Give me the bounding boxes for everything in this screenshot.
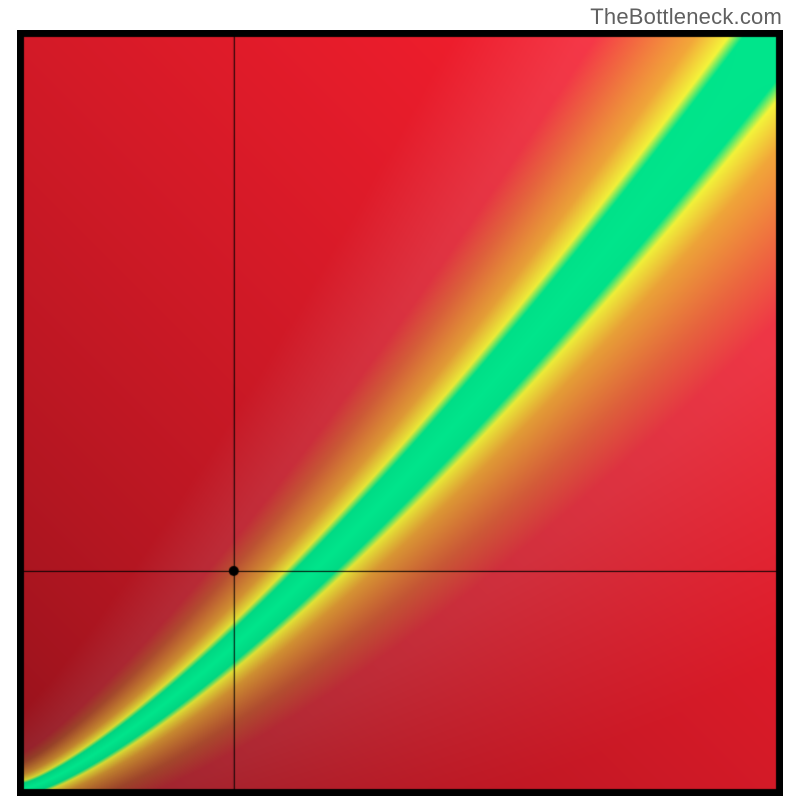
watermark-text: TheBottleneck.com <box>590 4 782 30</box>
chart-container: TheBottleneck.com <box>0 0 800 800</box>
heatmap-plot <box>17 30 783 796</box>
heatmap-canvas <box>17 30 783 796</box>
